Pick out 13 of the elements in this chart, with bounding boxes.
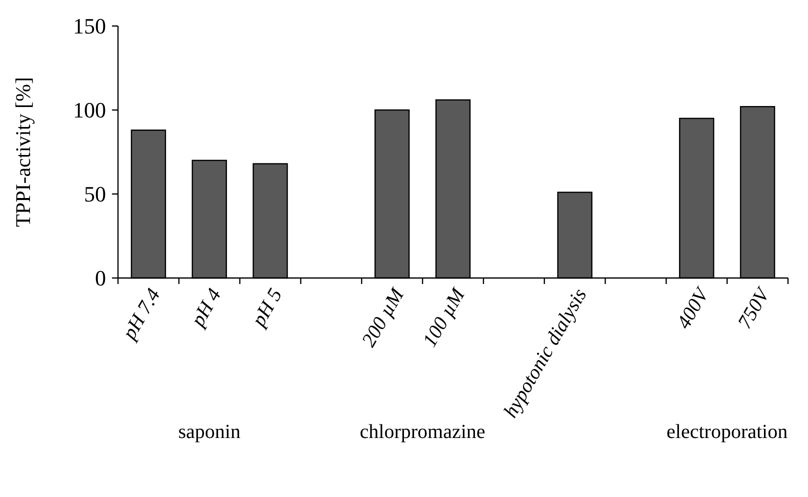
y-tick-label: 100 [73, 98, 106, 123]
x-tick-label: 100 µM [418, 284, 470, 351]
y-axis-title: TPPI-activity [%] [11, 77, 35, 227]
text: electroporation [666, 421, 788, 443]
x-tick-label: pH 5 [246, 285, 287, 332]
y-tick-label: 0 [95, 266, 106, 291]
x-tick-label: pH 7.4 [118, 285, 165, 345]
text: saponin [178, 421, 240, 443]
y-tick-label: 150 [73, 14, 106, 39]
x-tick-label: pH 4 [186, 285, 226, 332]
y-tick-label: 50 [84, 182, 106, 207]
x-tick-label: 200 µM [358, 284, 410, 351]
text: chlorpromazine [360, 421, 486, 443]
